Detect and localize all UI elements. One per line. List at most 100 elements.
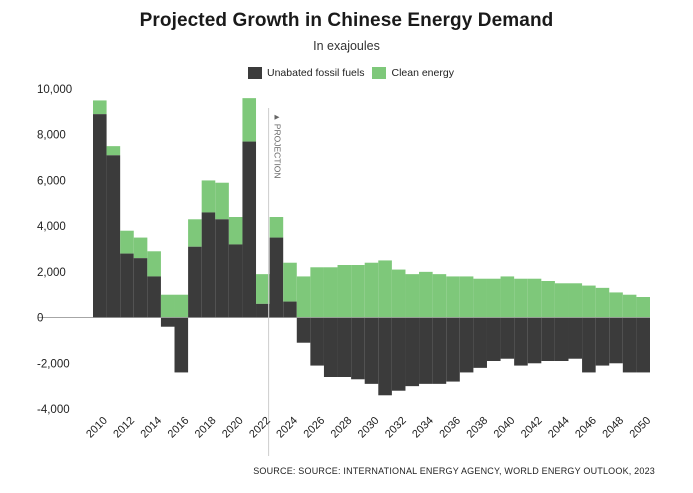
bar-clean-2013 [133, 237, 148, 259]
bar-clean-2010 [93, 100, 107, 115]
bar-clean-2048 [609, 292, 623, 318]
bar-fossil-2019 [215, 219, 229, 318]
chart-title: Projected Growth in Chinese Energy Deman… [139, 10, 554, 31]
bar-clean-2047 [595, 287, 610, 318]
bar-fossil-2015 [160, 317, 175, 327]
bar-clean-2045 [568, 283, 583, 318]
bar-fossil-2039 [486, 317, 501, 361]
x-tick-label: 2034 [410, 415, 436, 441]
x-tick-label: 2036 [437, 415, 463, 441]
y-tick-label: 6,000 [37, 175, 66, 187]
bar-fossil-2029 [351, 317, 365, 380]
legend-item-fossil: Unabated fossil fuels [248, 67, 364, 79]
legend-swatch-clean [372, 67, 387, 79]
bar-clean-2019 [215, 182, 229, 220]
bar-fossil-2011 [106, 155, 121, 318]
y-tick-label: 10,000 [37, 84, 72, 96]
bar-fossil-2022 [256, 303, 270, 318]
bar-fossil-2024 [283, 301, 297, 318]
x-tick-label: 2046 [573, 415, 599, 441]
x-tick-label: 2044 [546, 415, 572, 441]
bar-clean-2027 [323, 267, 338, 318]
legend-swatch-fossil [248, 67, 262, 79]
legend: Unabated fossil fuels Clean energy [248, 66, 462, 80]
x-tick-label: 2038 [465, 415, 491, 441]
bar-clean-2028 [337, 265, 352, 318]
bar-clean-2042 [527, 278, 542, 318]
bar-clean-2031 [378, 260, 392, 318]
bar-clean-2046 [582, 285, 596, 318]
bar-clean-2032 [391, 269, 406, 318]
bar-clean-2043 [541, 281, 555, 318]
bar-clean-2030 [364, 262, 379, 318]
bar-clean-2017 [188, 219, 202, 247]
bar-fossil-2042 [527, 317, 542, 364]
bar-clean-2037 [459, 276, 474, 318]
x-tick-label: 2028 [329, 415, 355, 441]
x-tick-label: 2042 [519, 415, 545, 441]
bar-fossil-2048 [609, 317, 623, 364]
bar-clean-2014 [147, 251, 161, 277]
bar-fossil-2014 [147, 276, 161, 318]
bar-fossil-2047 [595, 317, 610, 366]
bar-fossil-2021 [242, 141, 257, 318]
bar-fossil-2035 [432, 317, 447, 384]
bar-fossil-2032 [391, 317, 406, 391]
bar-clean-2015 [160, 294, 175, 318]
bar-clean-2026 [310, 267, 324, 318]
chart-subtitle: In exajoules [313, 39, 380, 53]
bar-clean-2039 [486, 278, 501, 318]
x-tick-label: 2020 [220, 415, 246, 441]
x-tick-label: 2014 [138, 415, 164, 441]
bar-clean-2029 [351, 265, 365, 318]
bar-fossil-2017 [188, 246, 202, 318]
bar-clean-2033 [405, 274, 420, 318]
bar-fossil-2044 [554, 317, 569, 361]
bar-fossil-2030 [364, 317, 379, 384]
x-tick-label: 2024 [274, 415, 300, 441]
bar-fossil-2046 [582, 317, 596, 373]
bar-fossil-2027 [323, 317, 338, 377]
bar-fossil-2028 [337, 317, 352, 377]
x-tick-label: 2040 [492, 415, 518, 441]
x-tick-label: 2032 [383, 415, 409, 441]
bar-clean-2016 [174, 294, 189, 318]
bar-fossil-2049 [622, 317, 637, 373]
bar-fossil-2043 [541, 317, 555, 361]
bar-clean-2041 [514, 278, 528, 318]
bar-fossil-2025 [296, 317, 311, 343]
bar-fossil-2031 [378, 317, 392, 396]
bar-clean-2023 [269, 217, 284, 238]
bar-fossil-2050 [636, 317, 650, 373]
bar-clean-2020 [228, 217, 243, 245]
bar-clean-2022 [256, 274, 270, 304]
bar-clean-2024 [283, 262, 297, 302]
bar-fossil-2016 [174, 317, 189, 373]
y-tick-label: 8,000 [37, 130, 66, 142]
bar-clean-2034 [419, 271, 433, 318]
y-tick-label: 4,000 [37, 221, 66, 233]
bar-clean-2021 [242, 98, 257, 142]
bar-clean-2040 [500, 276, 515, 318]
x-tick-label: 2016 [166, 415, 192, 441]
bar-fossil-2036 [446, 317, 460, 382]
bar-fossil-2010 [93, 114, 107, 318]
bar-fossil-2040 [500, 317, 515, 359]
bar-clean-2011 [106, 146, 121, 156]
bar-clean-2012 [120, 230, 134, 254]
y-tick-label: 2,000 [37, 267, 66, 279]
bar-fossil-2026 [310, 317, 324, 366]
x-tick-label: 2050 [628, 415, 654, 441]
legend-label-fossil: Unabated fossil fuels [267, 67, 365, 79]
bar-clean-2049 [622, 294, 637, 318]
legend-item-clean: Clean energy [372, 67, 454, 79]
bar-clean-2018 [201, 180, 216, 213]
x-tick-label: 2048 [600, 415, 626, 441]
x-tick-label: 2030 [356, 415, 382, 441]
bar-fossil-2013 [133, 258, 148, 318]
x-tick-label: 2026 [301, 415, 327, 441]
bar-clean-2050 [636, 297, 650, 318]
x-tick-label: 2012 [111, 415, 137, 441]
bar-fossil-2041 [514, 317, 528, 366]
